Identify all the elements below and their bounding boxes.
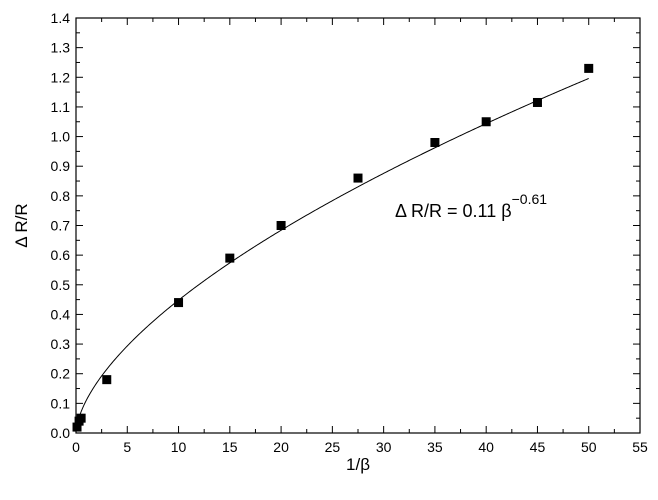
x-tick-label: 0 bbox=[72, 439, 80, 455]
y-tick-label: 0.5 bbox=[51, 277, 71, 293]
y-tick-label: 0.2 bbox=[51, 366, 71, 382]
data-points-layer bbox=[72, 63, 594, 432]
x-tick-label: 40 bbox=[478, 439, 494, 455]
y-axis-title: Δ R/R bbox=[12, 203, 31, 247]
x-tick-label: 5 bbox=[123, 439, 131, 455]
x-tick-labels: 0 5 10 15 20 25 30 35 40 45 50 55 bbox=[72, 439, 648, 455]
y-tick-label: 0.1 bbox=[51, 395, 71, 411]
data-point bbox=[76, 413, 86, 423]
y-tick-label: 1.4 bbox=[51, 10, 71, 26]
y-tick-label: 1.0 bbox=[51, 129, 71, 145]
data-point bbox=[532, 97, 542, 107]
y-tick-labels: 0.0 0.1 0.2 0.3 0.4 0.5 0.6 0.7 0.8 0.9 1.0 1.1 1.2 1… bbox=[51, 10, 71, 441]
y-tick-label: 0.0 bbox=[51, 425, 71, 441]
y-tick-label: 0.9 bbox=[51, 158, 71, 174]
x-tick-label: 45 bbox=[530, 439, 546, 455]
x-tick-label: 55 bbox=[632, 439, 648, 455]
data-point bbox=[353, 173, 363, 183]
plot-frame bbox=[75, 17, 641, 434]
x-tick-label: 30 bbox=[376, 439, 392, 455]
data-point bbox=[225, 253, 235, 263]
x-tick-label: 15 bbox=[222, 439, 238, 455]
y-tick-label: 1.3 bbox=[51, 40, 71, 56]
x-tick-label: 20 bbox=[273, 439, 289, 455]
y-tick-label: 0.6 bbox=[51, 247, 71, 263]
fit-curve-layer bbox=[75, 77, 589, 432]
y-tick-label: 1.1 bbox=[51, 99, 71, 115]
y-tick-label: 0.3 bbox=[51, 336, 71, 352]
ticks-layer bbox=[75, 17, 641, 434]
data-point bbox=[72, 422, 82, 432]
fit-curve bbox=[75, 77, 589, 432]
data-point bbox=[481, 117, 491, 127]
y-tick-label: 0.8 bbox=[51, 188, 71, 204]
data-point bbox=[276, 221, 286, 230]
x-tick-label: 25 bbox=[325, 439, 341, 455]
fit-equation-exponent: −0.61 bbox=[512, 191, 548, 207]
x-tick-label: 10 bbox=[171, 439, 187, 455]
data-point bbox=[174, 298, 184, 308]
fit-equation-annotation: Δ R/R = 0.11 β−0.61 bbox=[395, 191, 547, 221]
y-tick-label: 0.7 bbox=[51, 218, 71, 234]
x-tick-label: 50 bbox=[581, 439, 597, 455]
data-point bbox=[584, 63, 594, 73]
fit-equation-main: Δ R/R = 0.11 β bbox=[395, 201, 512, 221]
y-tick-label: 0.4 bbox=[51, 306, 71, 322]
x-tick-label: 35 bbox=[427, 439, 443, 455]
y-tick-label: 1.2 bbox=[51, 69, 71, 85]
x-axis-title: 1/β bbox=[346, 455, 370, 474]
data-point bbox=[430, 138, 440, 147]
data-point bbox=[102, 375, 112, 385]
